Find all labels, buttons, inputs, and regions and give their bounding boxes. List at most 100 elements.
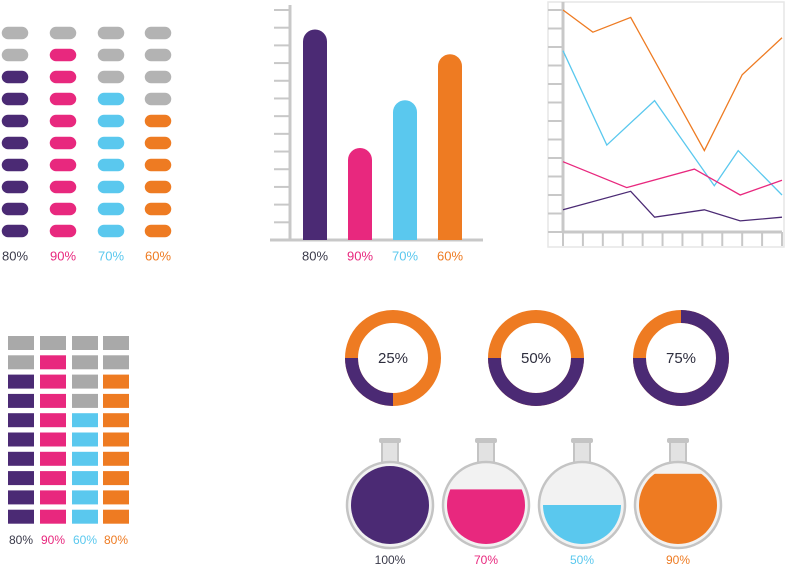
pill [0,25,30,41]
block [8,509,34,524]
pill [48,25,78,41]
block-column [40,336,66,524]
block [72,432,98,447]
block [40,393,66,408]
pill [143,113,173,129]
pill [143,179,173,195]
block [72,336,98,350]
block [72,374,98,389]
value-label: 50% [570,553,594,567]
block [8,471,34,486]
bar [303,29,327,240]
block [103,393,129,408]
pill [48,113,78,129]
block-column [103,336,129,524]
pill [96,47,126,63]
value-label: 90% [666,553,690,567]
block [8,355,34,370]
pill [143,201,173,217]
bar [393,100,417,240]
pill [0,179,30,195]
block [40,413,66,428]
pill [48,179,78,195]
flask-rim [379,438,401,443]
pill [143,47,173,63]
pill [143,25,173,41]
block [72,413,98,428]
bar [348,148,372,240]
x-tick-label: 60% [437,248,463,263]
block [103,432,129,447]
block [8,393,34,408]
pill [48,201,78,217]
pill [143,91,173,107]
line-series [562,190,783,222]
value-label: 60% [73,533,97,547]
block [40,451,66,466]
pill [96,179,126,195]
pill [0,157,30,173]
block [40,432,66,447]
bar [438,54,462,240]
donut-label: 75% [666,350,696,367]
donut-arc [633,310,729,406]
frame [547,1,785,248]
block [8,336,34,350]
value-label: 70% [98,248,124,263]
line-series [562,161,783,196]
pill [0,223,30,239]
block [103,490,129,505]
block [103,374,129,389]
block [40,355,66,370]
pill [48,91,78,107]
donut-arc [345,357,394,406]
pill [143,223,173,239]
flask-rim [475,438,497,443]
x-tick-label: 80% [302,248,328,263]
flask-rim [667,438,689,443]
block [72,471,98,486]
pill-column [96,25,126,239]
line-series [562,9,783,152]
pill [96,69,126,85]
block [8,374,34,389]
pill [96,113,126,129]
block [8,413,34,428]
block [40,490,66,505]
pill [48,135,78,151]
block [40,374,66,389]
pill [96,201,126,217]
value-label: 90% [50,248,76,263]
block [103,355,129,370]
pill [48,223,78,239]
pill [96,135,126,151]
block [72,355,98,370]
block [40,336,66,350]
pill [143,135,173,151]
block [8,490,34,505]
donut-label: 25% [378,350,408,367]
pill [96,91,126,107]
pill [48,47,78,63]
pill [96,157,126,173]
x-tick-label: 90% [347,248,373,263]
block [72,451,98,466]
block [103,336,129,350]
block [40,471,66,486]
value-label: 80% [2,248,28,263]
pill [96,25,126,41]
block-column [8,336,34,524]
pill [0,91,30,107]
donut-label: 50% [521,350,551,367]
value-label: 80% [104,533,128,547]
block [8,432,34,447]
pill [48,157,78,173]
flask-liquid [351,466,429,544]
line-series [562,50,783,196]
pill [0,47,30,63]
pill [0,135,30,151]
value-label: 90% [41,533,65,547]
pill-column [0,25,30,239]
